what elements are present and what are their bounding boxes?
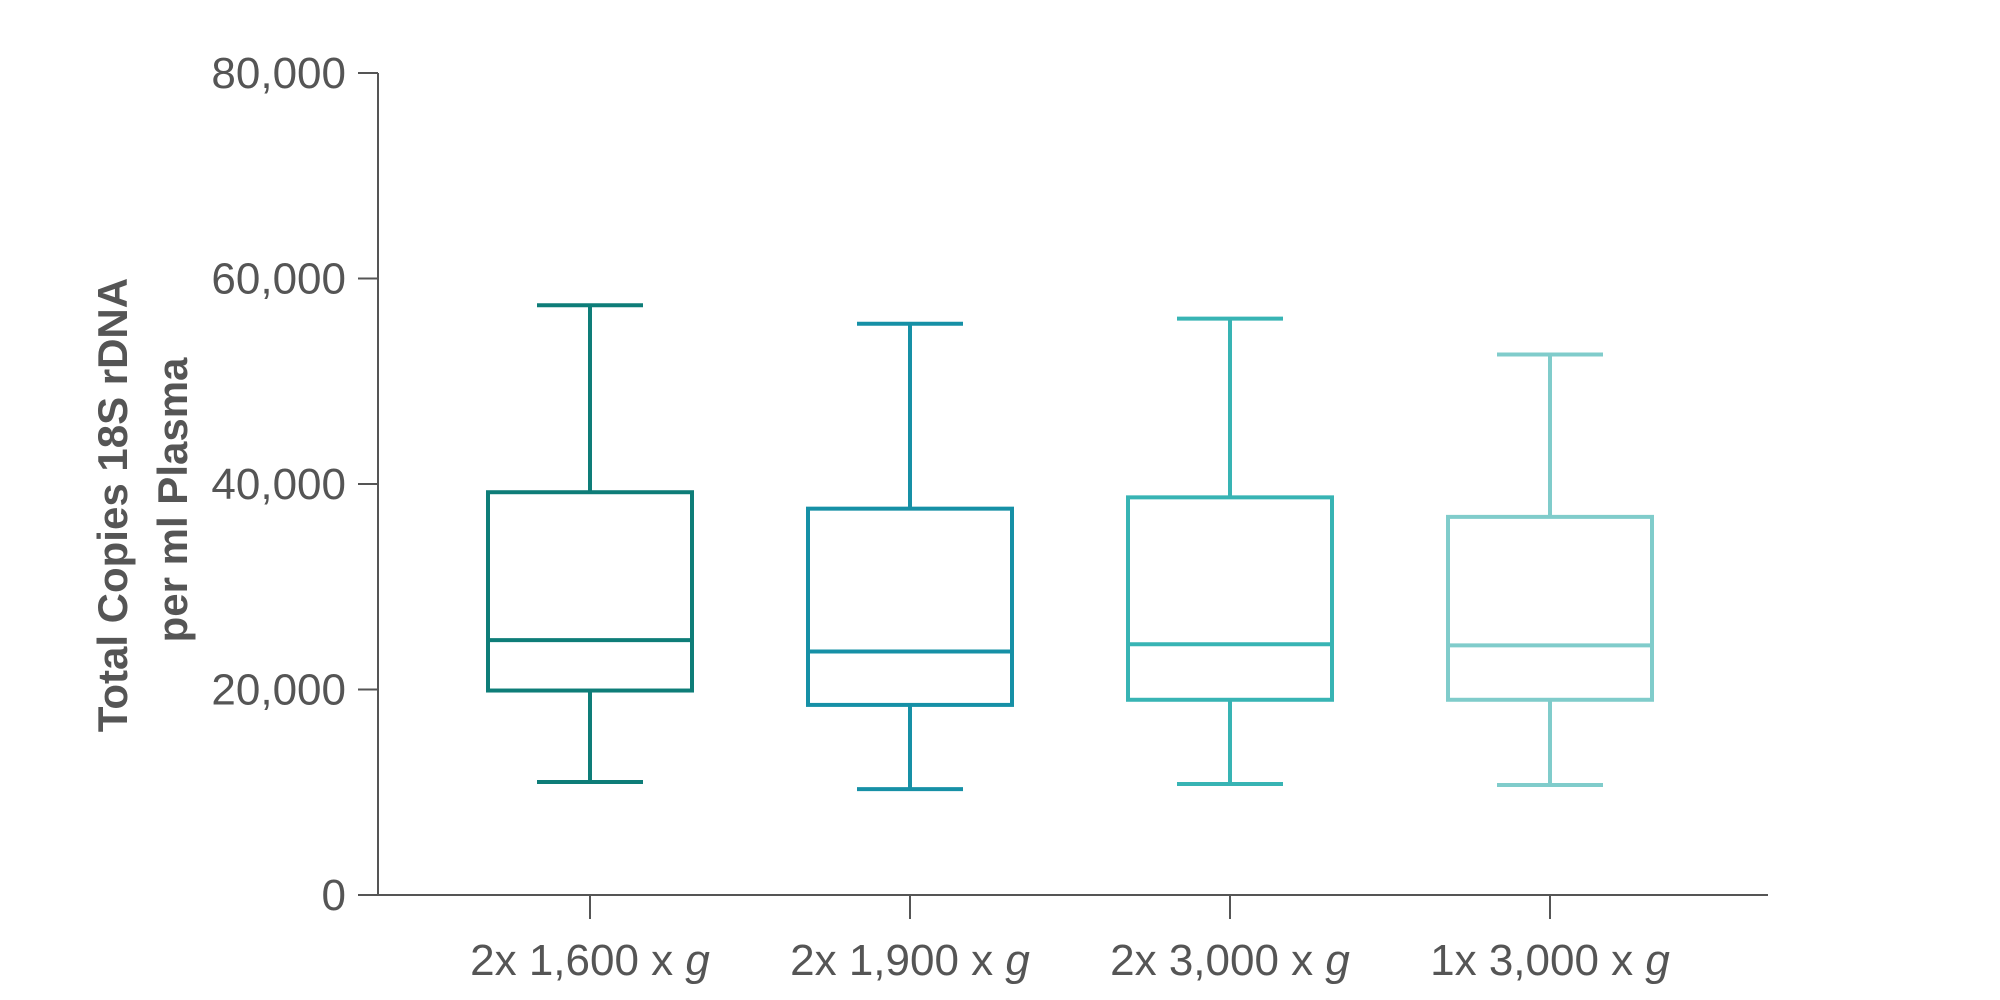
interquartile-box — [1126, 495, 1334, 702]
x-tick-label-text: 2x 1,900 x — [790, 936, 1005, 985]
x-tick-label: 1x 3,000 x g — [1430, 936, 1670, 985]
x-tick-label-unit: g — [1645, 936, 1670, 985]
x-tick-label: 2x 3,000 x g — [1110, 936, 1350, 985]
y-axis-label-line-2: per ml Plasma — [149, 357, 196, 642]
x-tick-label-unit: g — [1325, 936, 1350, 985]
y-tick-label: 40,000 — [211, 460, 346, 509]
x-tick-label-text: 1x 3,000 x — [1430, 936, 1645, 985]
y-tick-label: 20,000 — [211, 666, 346, 715]
y-axis-label-line-1: Total Copies 18S rDNA — [89, 278, 136, 732]
box-3 — [1126, 316, 1334, 787]
interquartile-box — [486, 490, 694, 693]
y-axis: 0 20,000 40,000 60,000 80,000 — [211, 49, 379, 920]
interquartile-box — [806, 506, 1014, 707]
box-series — [486, 303, 1654, 792]
box-4 — [1446, 352, 1654, 788]
interquartile-box — [1446, 514, 1654, 702]
y-tick-label: 0 — [322, 871, 346, 920]
box-2 — [806, 321, 1014, 792]
x-tick-label: 2x 1,600 x g — [470, 936, 710, 985]
x-tick-label-text: 2x 1,600 x — [470, 936, 685, 985]
x-tick-label-text: 2x 3,000 x — [1110, 936, 1325, 985]
y-tick-label: 60,000 — [211, 255, 346, 304]
y-tick-label: 80,000 — [211, 49, 346, 98]
x-tick-label-unit: g — [685, 936, 710, 985]
x-tick-label: 2x 1,900 x g — [790, 936, 1030, 985]
y-axis-label: Total Copies 18S rDNA per ml Plasma — [89, 268, 196, 732]
x-tick-label-unit: g — [1005, 936, 1030, 985]
box-1 — [486, 303, 694, 784]
x-axis: 2x 1,600 x g 2x 1,900 x g 2x 3,000 x g 1x 3… — [378, 894, 1768, 985]
